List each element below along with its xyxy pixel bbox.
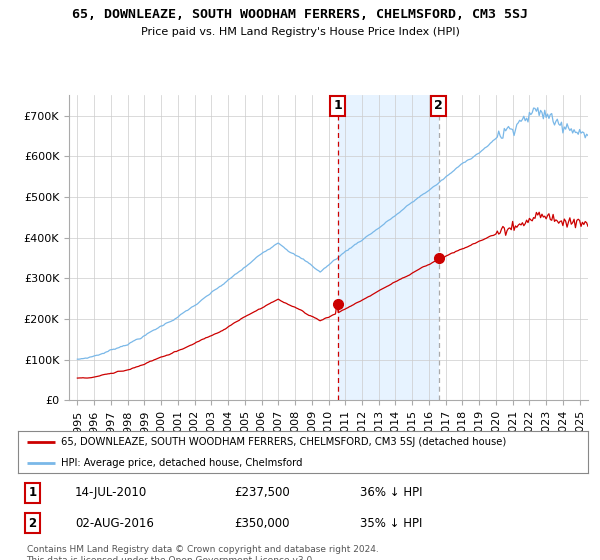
Text: 35% ↓ HPI: 35% ↓ HPI [360, 516, 422, 530]
Text: HPI: Average price, detached house, Chelmsford: HPI: Average price, detached house, Chel… [61, 458, 302, 468]
Bar [338, 95, 439, 400]
Text: £350,000: £350,000 [235, 516, 290, 530]
Text: 2: 2 [28, 516, 37, 530]
Text: 65, DOWNLEAZE, SOUTH WOODHAM FERRERS, CHELMSFORD, CM3 5SJ (detached house): 65, DOWNLEAZE, SOUTH WOODHAM FERRERS, CH… [61, 437, 506, 447]
Text: Price paid vs. HM Land Registry's House Price Index (HPI): Price paid vs. HM Land Registry's House … [140, 27, 460, 37]
Text: 1: 1 [333, 99, 342, 113]
Text: £237,500: £237,500 [235, 486, 290, 500]
Text: 36% ↓ HPI: 36% ↓ HPI [360, 486, 422, 500]
Text: 02-AUG-2016: 02-AUG-2016 [75, 516, 154, 530]
Text: Contains HM Land Registry data © Crown copyright and database right 2024.
This d: Contains HM Land Registry data © Crown c… [26, 545, 379, 560]
Text: 1: 1 [28, 486, 37, 500]
Text: 65, DOWNLEAZE, SOUTH WOODHAM FERRERS, CHELMSFORD, CM3 5SJ: 65, DOWNLEAZE, SOUTH WOODHAM FERRERS, CH… [72, 8, 528, 21]
Text: 2: 2 [434, 99, 443, 113]
Text: 14-JUL-2010: 14-JUL-2010 [75, 486, 147, 500]
